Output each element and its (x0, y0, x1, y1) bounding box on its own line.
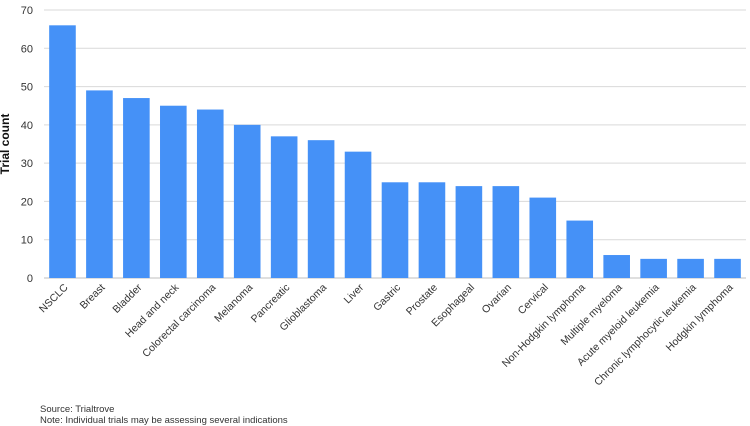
bars (49, 25, 741, 279)
bar-breast (86, 90, 113, 279)
y-tick-label: 0 (27, 273, 33, 285)
bar-esophageal (455, 186, 483, 278)
x-tick-label: Breast (78, 282, 108, 312)
bar-liver (344, 151, 372, 278)
x-tick-label: Hodgkin lymphoma (664, 282, 736, 354)
y-tick-label: 60 (21, 43, 33, 55)
bar-multiple-myeloma (603, 255, 630, 278)
y-tick-label: 10 (21, 235, 33, 247)
y-tick-label: 70 (21, 5, 33, 17)
bar-hodgkin-lymphoma (714, 258, 741, 278)
bar-melanoma (233, 124, 261, 278)
bar-colorectal-carcinoma (196, 109, 224, 279)
bar-nsclc (49, 25, 76, 278)
x-tick-label: Liver (342, 281, 367, 306)
bar-non-hodgkin-lymphoma (566, 220, 594, 278)
y-tick-label: 30 (21, 158, 33, 170)
bar-bladder (123, 98, 150, 278)
chart-notes: Source: Trialtrove Note: Individual tria… (40, 404, 288, 426)
x-tick-label: Gastric (371, 282, 403, 314)
bar-chronic-lymphocytic-leukemia (677, 258, 704, 278)
y-tick-label: 40 (21, 120, 33, 132)
x-tick-label: Prostate (404, 282, 440, 318)
bar-acute-myeloid-leukemia (640, 258, 667, 278)
x-tick-label: NSCLC (37, 281, 71, 315)
y-axis-label: Trial count (0, 114, 12, 175)
y-axis-ticks: 0 10 20 30 40 50 60 70 (21, 5, 33, 285)
bar-cervical (529, 197, 557, 278)
bar-prostate (418, 182, 446, 278)
x-tick-label: Ovarian (479, 282, 514, 317)
bar-ovarian (492, 186, 520, 278)
footnote: Note: Individual trials may be assessing… (40, 415, 288, 426)
x-tick-label: Cervical (516, 282, 551, 317)
y-tick-label: 20 (21, 196, 33, 208)
source-note: Source: Trialtrove (40, 404, 115, 415)
y-tick-label: 50 (21, 82, 33, 94)
bar-head-and-neck (160, 105, 187, 278)
bar-glioblastoma (307, 140, 335, 278)
x-tick-label: Colorectal carcinoma (140, 282, 218, 360)
x-tick-label: Bladder (110, 281, 144, 315)
bar-gastric (381, 182, 409, 278)
bar-pancreatic (270, 136, 298, 278)
